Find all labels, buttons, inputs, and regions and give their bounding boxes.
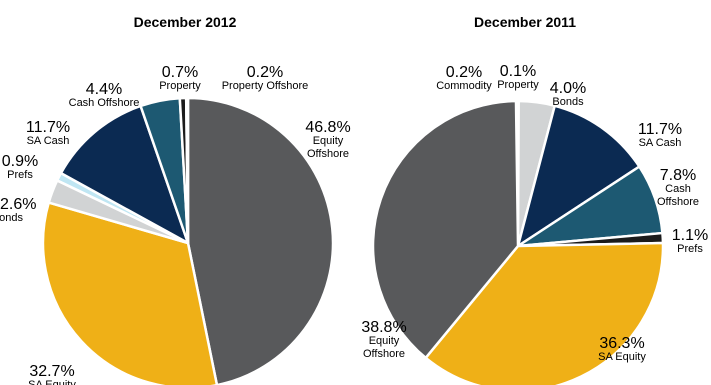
chart-title: December 2011: [474, 14, 576, 30]
pie-slice-sa-equity: [41, 201, 219, 385]
slice-category-label: SA Cash: [27, 135, 70, 147]
slice-category-label: Equity: [313, 135, 344, 147]
slice-category-label: Offshore: [363, 348, 405, 360]
slice-value-label: 0.1%: [500, 63, 536, 80]
slice-label-sa-equity: 36.3%SA Equity: [598, 335, 646, 363]
slice-category-label: Prefs: [7, 169, 33, 181]
slice-value-label: 46.8%: [305, 119, 350, 136]
slice-value-label: 0.2%: [247, 64, 283, 81]
slice-category-label: Property Offshore: [222, 80, 309, 92]
pie-slice-property-offshore: [184, 96, 190, 245]
pie-chart-december-2012: December 2012 46.8%EquityOffshore32.7%SA…: [0, 14, 351, 385]
slice-label-property: 0.7%Property: [159, 64, 201, 92]
pie-slice-equity-offshore: [371, 99, 520, 360]
slice-value-label: 32.7%: [29, 363, 74, 380]
slice-category-label: Offshore: [307, 148, 349, 160]
slice-value-label: 11.7%: [638, 121, 682, 138]
slice-value-label: 36.3%: [599, 335, 644, 352]
slice-category-label: Bonds: [0, 212, 23, 224]
slice-value-label: 0.2%: [446, 64, 482, 81]
slice-value-label: 0.7%: [162, 64, 198, 81]
slice-value-label: 4.4%: [86, 81, 122, 98]
slice-category-label: Prefs: [677, 243, 703, 255]
slice-category-label: Property: [497, 79, 539, 91]
slice-value-label: 1.1%: [672, 227, 708, 244]
slice-label-property-offshore: 0.2%Property Offshore: [222, 64, 309, 92]
slice-label-property: 0.1%Property: [497, 63, 539, 91]
slice-label-sa-cash: 11.7%SA Cash: [638, 121, 682, 149]
slice-label-sa-cash: 11.7%SA Cash: [26, 119, 70, 147]
slice-label-prefs: 1.1%Prefs: [672, 227, 708, 255]
slice-category-label: Bonds: [552, 96, 584, 108]
slice-value-label: 11.7%: [26, 119, 70, 136]
slice-value-label: 2.6%: [0, 196, 36, 213]
slice-label-prefs: 0.9%Prefs: [2, 153, 38, 181]
slice-category-label: Equity: [369, 335, 400, 347]
slice-category-label: Cash Offshore: [69, 97, 140, 109]
slice-label-cash-offshore: 4.4%Cash Offshore: [69, 81, 140, 109]
chart-title: December 2012: [134, 14, 237, 30]
slice-label-commodity: 0.2%Commodity: [436, 64, 492, 92]
slice-category-label: SA Cash: [639, 137, 682, 149]
pie-slice-sa-cash: [59, 104, 190, 245]
slice-value-label: 7.8%: [660, 167, 696, 184]
slice-category-label: SA Equity: [28, 379, 76, 385]
slice-category-label: SA Equity: [598, 351, 646, 363]
slice-category-label: Offshore: [657, 196, 699, 208]
slice-category-label: Cash: [665, 183, 691, 195]
slice-value-label: 38.8%: [361, 319, 406, 336]
slice-label-sa-equity: 32.7%SA Equity: [28, 363, 76, 385]
slice-label-bonds: 4.0%Bonds: [550, 80, 586, 108]
pie-slice-equity-offshore: [186, 96, 335, 385]
slice-category-label: Commodity: [436, 80, 492, 92]
slice-value-label: 4.0%: [550, 80, 586, 97]
slice-category-label: Property: [159, 80, 201, 92]
slice-value-label: 0.9%: [2, 153, 38, 170]
slice-label-bonds: 2.6%Bonds: [0, 196, 36, 224]
pie-slice-sa-equity: [424, 241, 665, 385]
pie-slice-sa-cash: [516, 104, 641, 248]
